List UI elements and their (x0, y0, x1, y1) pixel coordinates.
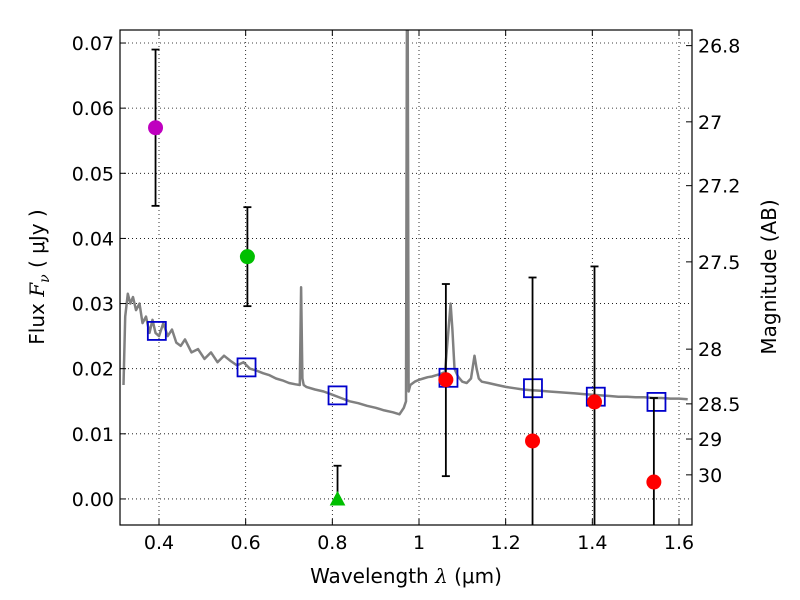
x-axis-label-symbol: λ (434, 564, 448, 588)
x-tick-label: 0.6 (231, 532, 261, 554)
magnitude-tick-label: 27 (698, 112, 722, 134)
x-tick-label: 1.6 (664, 532, 694, 554)
y-axis-label-text: Flux (25, 303, 49, 345)
x-axis-label: Wavelength λ (μm) (310, 564, 502, 588)
y-tick-label: 0.00 (72, 489, 114, 511)
observed-photometry-point (239, 249, 255, 265)
magnitude-tick-label: 27.2 (698, 176, 740, 198)
observed-photometry-markers (148, 120, 662, 506)
grid-lines (120, 30, 692, 525)
observed-photometry-point (587, 394, 602, 410)
observed-photometry-point (525, 433, 541, 449)
magnitude-tick-label: 28 (698, 339, 722, 361)
y-axis-label-subscript: ν (37, 274, 53, 283)
model-photometry-square (646, 392, 667, 412)
magnitude-tick-label: 30 (698, 465, 722, 487)
x-tick-label: 1.4 (577, 532, 607, 554)
y-tick-label: 0.03 (72, 294, 114, 316)
observed-photometry-point (646, 474, 662, 490)
observed-photometry-point (438, 372, 454, 388)
x-tick-label: 1 (413, 532, 425, 554)
x-tick-label: 0.4 (144, 532, 174, 554)
y-tick-label: 0.04 (72, 228, 114, 250)
right-axis-label: Magnitude (AB) (757, 199, 781, 354)
y-tick-label: 0.05 (72, 163, 114, 185)
model-photometry-markers (146, 321, 667, 412)
magnitude-tick-label: 29 (698, 429, 722, 451)
model-photometry-square (146, 321, 167, 341)
y-tick-label: 0.06 (72, 98, 114, 120)
y-axis-label-symbol: F (25, 282, 49, 298)
y-axis-label-unit: ( μJy ) (25, 209, 49, 268)
model-photometry-square (327, 385, 348, 406)
axis-ticks: 0.4 0.6 0.8 1 1.2 1.4 1.6 0.00 0.01 0.02 0.03 0.04 0… (72, 30, 740, 554)
x-tick-label: 0.8 (317, 532, 347, 554)
plot-frame (119, 29, 693, 526)
x-tick-label: 1.2 (491, 532, 521, 554)
observed-photometry-point (148, 120, 164, 136)
magnitude-tick-label: 26.8 (698, 36, 740, 58)
magnitude-tick-label: 27.5 (698, 252, 740, 274)
y-tick-label: 0.01 (72, 424, 114, 446)
magnitude-tick-label: 28.5 (698, 394, 740, 416)
x-axis-label-unit: (μm) (454, 564, 502, 588)
model-photometry-square (236, 357, 257, 378)
x-axis-label-text: Wavelength (310, 564, 429, 588)
observed-upper-limit-triangle (329, 490, 346, 506)
y-axis-label: Flux Fν ( μJy ) (25, 209, 53, 344)
y-tick-label: 0.02 (72, 359, 114, 381)
y-tick-label: 0.07 (72, 33, 114, 55)
